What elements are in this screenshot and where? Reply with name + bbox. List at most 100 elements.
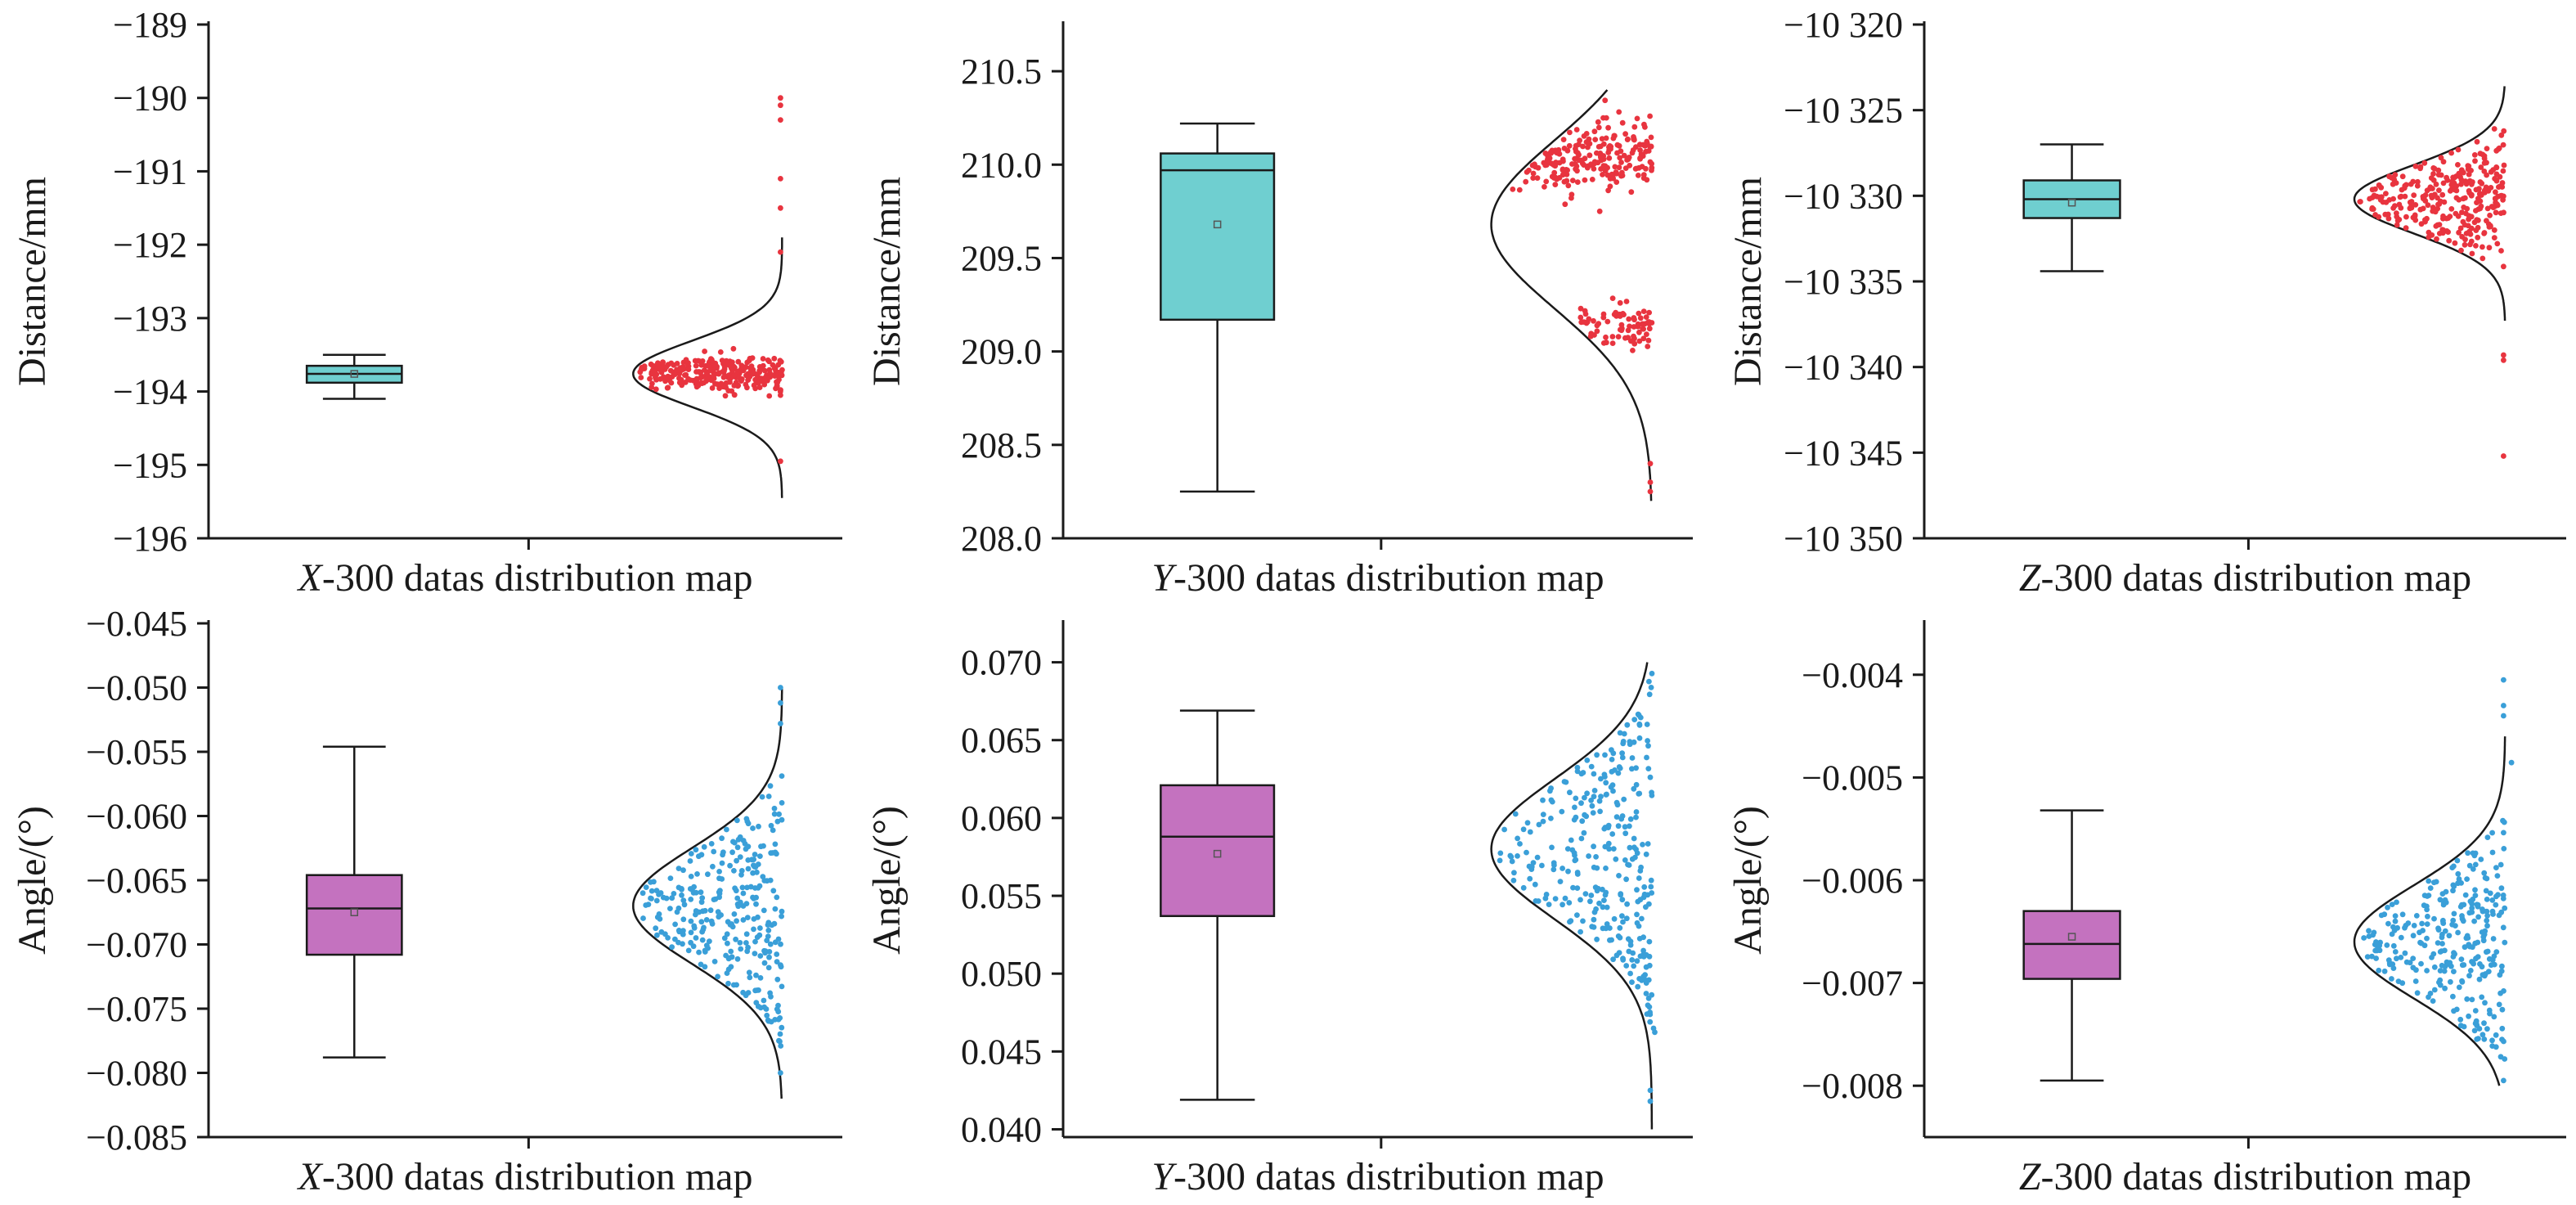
data-point-outlier [2501,352,2506,358]
data-point [1625,335,1631,340]
data-point [2403,959,2410,965]
data-point [2475,954,2481,960]
data-point [727,862,733,869]
data-point [2478,857,2484,862]
data-point [1631,124,1638,130]
data-point [1594,322,1600,329]
data-point [1637,147,1643,153]
data-point [1562,895,1568,902]
data-point [2481,973,2488,979]
data-point [775,1009,782,1014]
data-point [2475,234,2481,241]
data-point [711,848,717,855]
data-point [694,871,700,877]
data-point [656,892,662,897]
data-point [763,1006,770,1012]
data-point [761,907,767,914]
data-point-outlier [778,205,783,211]
data-point [1639,915,1645,922]
y-axis-label: Distance/mm [11,177,54,386]
data-point [2470,866,2476,872]
data-point [1602,752,1608,758]
data-point [1635,983,1641,990]
data-point [719,835,725,842]
y-tick-label: −0.007 [1802,964,1903,1004]
data-point [1600,886,1605,893]
data-point [2459,233,2466,240]
data-point [2439,962,2445,969]
data-point [1620,739,1627,744]
data-point [1613,856,1619,862]
data-point [1608,143,1614,150]
data-point [771,811,778,817]
data-point [750,870,756,876]
data-point [2484,146,2490,152]
data-point [1560,137,1567,143]
data-point [695,382,702,389]
data-point [693,362,699,369]
data-point [2448,150,2455,156]
data-point [1636,338,1643,344]
data-point [730,345,737,352]
data-point [2501,846,2507,852]
data-point [772,939,779,946]
data-point [2419,920,2426,927]
data-point [2378,912,2385,919]
data-point [1540,812,1546,817]
data-point [720,359,727,365]
data-point [2475,196,2481,202]
data-point [2415,178,2421,185]
data-point [1572,857,1578,864]
data-point [717,888,723,893]
data-point [1617,934,1623,941]
data-point [1577,137,1582,144]
data-point [2481,1036,2488,1042]
data-point [2441,968,2448,974]
data-point [1579,818,1586,825]
data-point [725,966,732,973]
data-point [1564,147,1571,154]
y-tick-label: −192 [113,225,187,265]
y-tick-label: −10 335 [1784,262,1903,302]
data-point [1617,924,1623,931]
data-point [1515,853,1520,859]
data-point [1631,315,1637,321]
data-point [2489,897,2496,903]
data-point [1510,877,1517,884]
data-point [753,972,759,978]
data-point [1532,881,1538,888]
data-point [1648,877,1654,884]
data-point [2479,994,2485,1000]
y-tick-label: 0.040 [961,1109,1042,1149]
data-point [2463,210,2469,217]
data-point [2493,1032,2499,1038]
data-point [757,853,763,859]
data-point [1574,912,1580,918]
data-point [2357,199,2363,205]
data-point [2389,174,2395,181]
data-point [1520,884,1527,891]
y-tick-label: 0.055 [961,876,1042,916]
data-point [2448,963,2454,969]
data-point [1569,161,1575,167]
data-point [2431,191,2438,198]
data-point [743,816,750,822]
y-tick-label: 0.050 [961,954,1042,994]
data-point [2493,902,2499,908]
data-point [1644,177,1650,183]
data-point [707,907,714,914]
data-point [1497,857,1503,864]
data-point [1577,305,1584,312]
data-point [2431,915,2437,922]
data-point [669,374,675,380]
data-point [2435,927,2442,933]
data-point [2402,924,2408,931]
y-tick-label: 210.0 [961,145,1042,185]
data-point [1643,165,1649,172]
data-point [2459,978,2466,985]
data-point [2498,132,2505,138]
data-point [1524,849,1529,856]
chart-caption: X-300 datas distribution map [297,1155,753,1198]
data-point [1603,780,1609,786]
data-point [1589,803,1595,809]
